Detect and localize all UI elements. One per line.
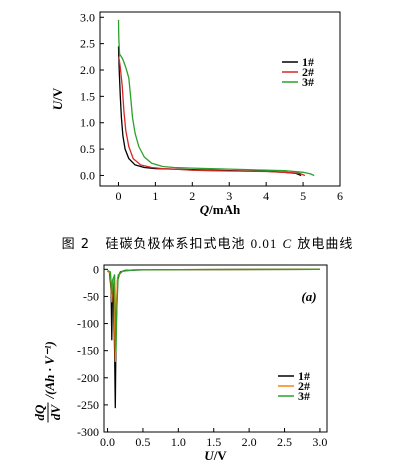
x-tick-label: 3 (226, 189, 232, 203)
x-axis-unit: /V (213, 448, 228, 463)
x-tick-label: 2 (189, 189, 195, 203)
caption-text-after: 放电曲线 (297, 237, 354, 252)
x-axis-unit: /mAh (208, 202, 241, 217)
x-tick-label: 0.0 (100, 435, 115, 449)
legend: 1#2#3# (278, 369, 310, 403)
x-tick-label: 1.5 (206, 435, 221, 449)
x-axis-label: Q/mAh (200, 202, 241, 217)
y-tick-label: -50 (83, 289, 99, 303)
y-tick-label: -200 (77, 371, 99, 385)
plot-frame (99, 11, 341, 187)
y-tick-label: 0.0 (80, 168, 95, 182)
y-tick-label: 2.5 (80, 37, 95, 51)
y-label-unit: /(Ah · V⁻¹) (42, 341, 57, 399)
x-tick-label: 3.0 (312, 435, 327, 449)
caption-rate-symbol: C (282, 236, 293, 251)
legend-label: 2# (298, 379, 310, 393)
y-tick-label: 1.5 (80, 89, 95, 103)
legend: 1#2#3# (282, 55, 314, 89)
x-tick-label: 0 (115, 189, 121, 203)
x-tick-label: 6 (337, 189, 343, 203)
plot-frame (103, 264, 328, 433)
x-tick-label: 4 (263, 189, 269, 203)
legend-label: 1# (298, 369, 310, 383)
y-tick-label: 0.5 (80, 142, 95, 156)
x-tick-label: 2.5 (277, 435, 292, 449)
caption-text-before: 硅碳负极体系扣式电池 (105, 237, 246, 252)
x-tick-label: 1 (152, 189, 158, 203)
y-tick-label: -250 (77, 398, 99, 412)
y-label-fraction-denominator: dV (48, 404, 63, 421)
y-tick-label: 2.0 (80, 63, 95, 77)
series-line-2# (107, 268, 320, 363)
y-tick-label: 1.0 (80, 116, 95, 130)
y-axis-variable: U (50, 100, 65, 110)
y-tick-label: -150 (77, 344, 99, 358)
x-tick-label: 2.0 (242, 435, 257, 449)
series-line-3# (117, 19, 315, 177)
x-tick-label: 0.5 (135, 435, 150, 449)
y-axis-label: dQ dV /(Ah · V⁻¹) (32, 341, 63, 423)
panel-label: (a) (301, 289, 316, 304)
legend-label: 1# (302, 55, 314, 69)
y-label-fraction-numerator: dQ (32, 404, 47, 421)
legend-label: 3# (298, 389, 310, 403)
y-tick-label: 0 (93, 262, 99, 276)
discharge-curve-chart: 0 1 2 3 4 5 6 0.0 0.5 1.0 1.5 2.0 2.5 3.0 Q/mAh U/V 1#2#… (50, 10, 343, 217)
y-tick-label: -100 (77, 317, 99, 331)
x-axis-variable: U (204, 448, 214, 463)
x-tick-label: 1.0 (171, 435, 186, 449)
caption-rate-value: 0.01 (250, 236, 278, 251)
series-line-1# (107, 268, 320, 409)
figure-caption: 图 2 硅碳负极体系扣式电池 0.01 C 放电曲线 (0, 233, 415, 252)
x-axis-variable: Q (200, 202, 210, 217)
series-line-1# (117, 46, 302, 177)
legend-label: 3# (302, 75, 314, 89)
y-tick-label: 3.0 (80, 10, 95, 24)
y-tick-label: -300 (77, 425, 99, 439)
legend-label: 2# (302, 65, 314, 79)
dqdv-chart: 0.0 0.5 1.0 1.5 2.0 2.5 3.0 0 -50 -100 -150 -200 -25… (32, 262, 328, 463)
caption-figure-number: 图 2 (61, 237, 91, 252)
x-tick-label: 5 (300, 189, 306, 203)
y-axis-label: U/V (50, 87, 65, 110)
x-axis-label: U/V (204, 448, 227, 463)
y-axis-unit: /V (50, 87, 65, 102)
series-line-3# (107, 268, 320, 352)
series-line-2# (117, 56, 306, 177)
